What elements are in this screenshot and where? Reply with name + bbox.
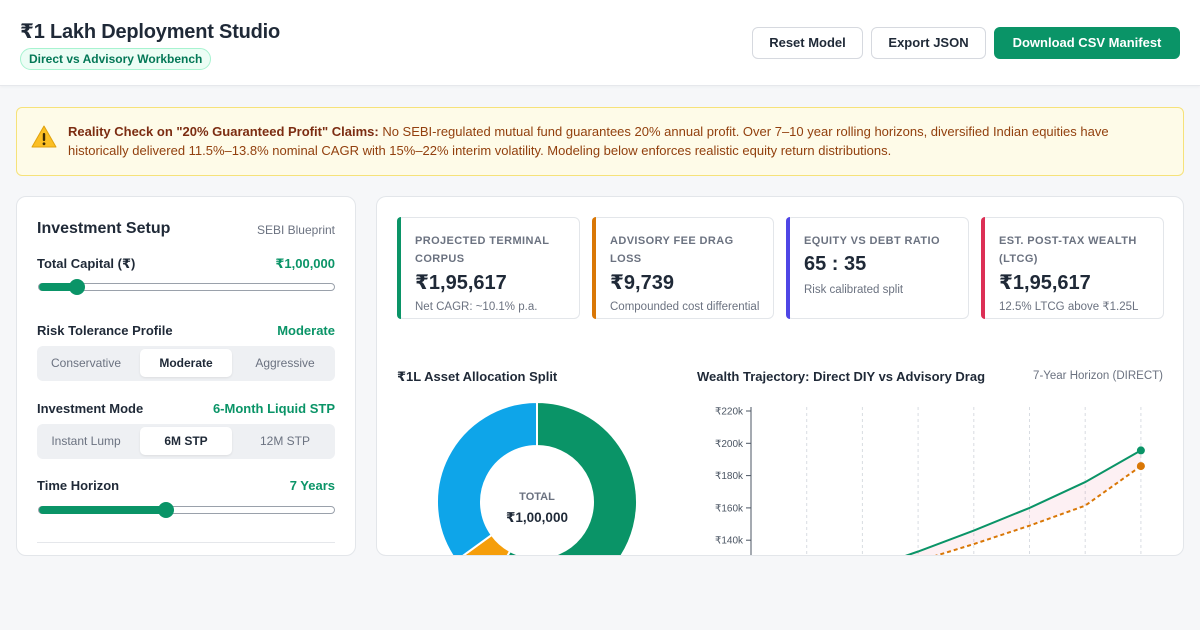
wealth-trajectory-chart: ₹220k ₹200k ₹180k ₹160k ₹140k <box>715 407 1145 555</box>
reset-model-button[interactable]: Reset Model <box>752 27 863 59</box>
kpi-sub: Risk calibrated split <box>804 284 904 296</box>
kpi-label: EQUITY VS DEBT RATIO <box>804 235 940 247</box>
y-tick-label: ₹180k <box>715 471 744 482</box>
reality-check-alert: Reality Check on "20% Guaranteed Profit"… <box>16 107 1184 176</box>
horizon-slider-thumb[interactable] <box>157 502 174 518</box>
horizon-label: Time Horizon <box>37 478 120 493</box>
setup-title: Investment Setup <box>37 220 171 237</box>
trajectory-title: Wealth Trajectory: Direct DIY vs Advisor… <box>697 369 986 384</box>
trajectory-horizon-tag: 7-Year Horizon (DIRECT) <box>1033 370 1163 382</box>
kpi-accent-bar <box>397 217 401 319</box>
donut-segment[interactable] <box>436 400 538 556</box>
setup-divider <box>37 542 335 543</box>
capital-slider-fill <box>39 283 78 291</box>
kpi-fee-drag: ADVISORY FEE DRAG LOSS ₹9,739 Compounded… <box>592 217 774 319</box>
kpi-post-tax-wealth: EST. POST-TAX WEALTH (LTCG) ₹1,95,617 12… <box>981 217 1164 319</box>
risk-selector: Conservative Moderate Aggressive <box>37 346 335 381</box>
mode-label: Investment Mode <box>37 401 144 416</box>
donut-segment[interactable] <box>456 533 512 556</box>
alert-body: No SEBI-regulated mutual fund guarantees… <box>68 124 1109 158</box>
risk-option-aggressive[interactable]: Aggressive <box>255 356 315 370</box>
workbench-badge: Direct vs Advisory Workbench <box>20 48 212 70</box>
allocation-title: ₹1L Asset Allocation Split <box>397 369 558 384</box>
setup-tag: SEBI Blueprint <box>256 223 335 237</box>
horizon-slider[interactable] <box>38 502 335 518</box>
risk-value: Moderate <box>277 323 335 338</box>
risk-label: Risk Tolerance Profile <box>37 323 173 338</box>
mode-option-instant-lump[interactable]: Instant Lump <box>51 434 121 448</box>
direct-endpoint-marker[interactable] <box>1136 446 1145 455</box>
kpi-value: ₹1,95,617 <box>999 272 1091 294</box>
kpi-sub: 12.5% LTCG above ₹1.25L <box>999 301 1139 313</box>
donut-total-label: TOTAL <box>519 491 555 503</box>
kpi-accent-bar <box>592 217 596 319</box>
download-csv-button[interactable]: Download CSV Manifest <box>994 27 1180 59</box>
app-header: ₹1 Lakh Deployment Studio Direct vs Advi… <box>0 0 1200 86</box>
kpi-sub: Net CAGR: ~10.1% p.a. <box>415 301 538 313</box>
mode-option-12m-stp[interactable]: 12M STP <box>259 434 310 448</box>
alert-message: Reality Check on "20% Guaranteed Profit"… <box>68 122 1148 160</box>
capital-label: Total Capital (₹) <box>37 256 136 271</box>
kpi-value: ₹9,739 <box>610 272 674 294</box>
kpi-equity-debt: EQUITY VS DEBT RATIO 65 : 35 Risk calibr… <box>786 217 969 319</box>
export-json-button[interactable]: Export JSON <box>871 27 986 59</box>
direct-series-line <box>905 449 1142 555</box>
y-tick-label: ₹220k <box>715 407 744 418</box>
donut-total-value: ₹1,00,000 <box>506 510 568 525</box>
kpi-sub: Compounded cost differential <box>610 301 760 313</box>
mode-value: 6-Month Liquid STP <box>212 401 335 416</box>
y-tick-label: ₹160k <box>715 503 744 514</box>
allocation-donut: TOTAL ₹1,00,000 <box>436 400 638 556</box>
donut-segment[interactable] <box>489 400 638 556</box>
kpi-label: EST. POST-TAX WEALTH (LTCG) <box>999 235 1137 265</box>
kpi-value: ₹1,95,617 <box>415 272 507 294</box>
kpi-label: ADVISORY FEE DRAG LOSS <box>610 235 734 265</box>
donut-chart <box>436 400 638 556</box>
risk-option-moderate[interactable]: Moderate <box>140 349 232 377</box>
advisory-endpoint-marker[interactable] <box>1136 462 1145 471</box>
investment-setup-panel: Investment Setup SEBI Blueprint Total Ca… <box>16 196 356 556</box>
mode-selector: Instant Lump 6M STP 12M STP <box>37 424 335 459</box>
mode-option-6m-stp[interactable]: 6M STP <box>140 427 232 455</box>
advisory-series-line <box>934 465 1142 555</box>
horizon-slider-fill <box>39 506 166 514</box>
risk-option-conservative[interactable]: Conservative <box>50 356 122 370</box>
kpi-accent-bar <box>786 217 790 319</box>
capital-value: ₹1,00,000 <box>275 256 335 271</box>
warning-icon <box>31 125 57 148</box>
dashboard-panel: PROJECTED TERMINAL CORPUS ₹1,95,617 Net … <box>376 196 1184 556</box>
kpi-accent-bar <box>981 217 985 319</box>
kpi-label: PROJECTED TERMINAL CORPUS <box>415 235 550 265</box>
horizon-value: 7 Years <box>289 478 335 493</box>
kpi-value: 65 : 35 <box>804 253 867 275</box>
y-tick-label: ₹200k <box>715 439 744 450</box>
alert-heading: Reality Check on "20% Guaranteed Profit"… <box>68 124 379 139</box>
kpi-terminal-corpus: PROJECTED TERMINAL CORPUS ₹1,95,617 Net … <box>397 217 580 319</box>
app-title: ₹1 Lakh Deployment Studio <box>20 21 281 43</box>
y-tick-label: ₹140k <box>715 536 744 547</box>
capital-slider-thumb[interactable] <box>69 279 86 295</box>
capital-slider[interactable] <box>38 279 335 295</box>
